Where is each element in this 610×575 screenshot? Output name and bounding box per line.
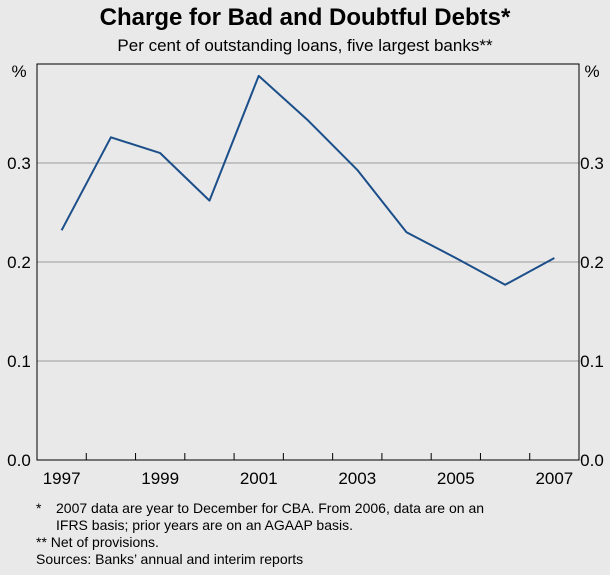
tick-marks	[36, 453, 580, 460]
x-tick-label: 2007	[535, 469, 573, 488]
left-unit-label: %	[11, 62, 26, 81]
y-tick-label-right: 0.2	[580, 253, 604, 272]
y-tick-label-left: 0.1	[7, 352, 31, 371]
y-tick-label-left: 0.3	[7, 154, 31, 173]
footnote-1-mark: *	[36, 500, 42, 516]
x-tick-label: 2001	[240, 469, 278, 488]
sources-note: Sources: Banks’ annual and interim repor…	[36, 551, 304, 567]
y-tick-label-left: 0.0	[7, 451, 31, 470]
plot-frame	[36, 63, 580, 461]
chart-plot: % % 0.0 0.1 0.2 0.3 0.0 0.1 0.2 0.3 1997 1999 20…	[7, 62, 604, 488]
y-tick-label-right: 0.1	[580, 352, 604, 371]
gridlines	[37, 162, 579, 362]
x-tick-labels: 1997 1999 2001 2003 2005 2007	[43, 469, 574, 488]
footnote-1-continued: IFRS basis; prior years are on an AGAAP …	[36, 516, 353, 534]
footnote-1: * 2007 data are year to December for CBA.…	[36, 499, 484, 517]
x-tick-label: 1999	[141, 469, 179, 488]
x-tick-label: 1997	[43, 469, 81, 488]
series-line	[60, 74, 555, 286]
y-tick-labels-right: 0.0 0.1 0.2 0.3	[580, 154, 604, 470]
chart-subtitle: Per cent of outstanding loans, five larg…	[117, 36, 493, 55]
footnote-1-line2: IFRS basis; prior years are on an AGAAP …	[56, 517, 353, 533]
series-layer	[60, 74, 555, 286]
footnote-2: ** Net of provisions.	[36, 534, 159, 550]
x-tick-label: 2003	[338, 469, 376, 488]
right-unit-label: %	[584, 62, 599, 81]
chart-title: Charge for Bad and Doubtful Debts*	[99, 4, 511, 31]
y-tick-label-right: 0.3	[580, 154, 604, 173]
y-tick-labels-left: 0.0 0.1 0.2 0.3	[7, 154, 31, 470]
x-tick-label: 2005	[437, 469, 475, 488]
y-tick-label-left: 0.2	[7, 253, 31, 272]
footnote-1-line1: 2007 data are year to December for CBA. …	[56, 500, 485, 516]
y-tick-label-right: 0.0	[580, 451, 604, 470]
